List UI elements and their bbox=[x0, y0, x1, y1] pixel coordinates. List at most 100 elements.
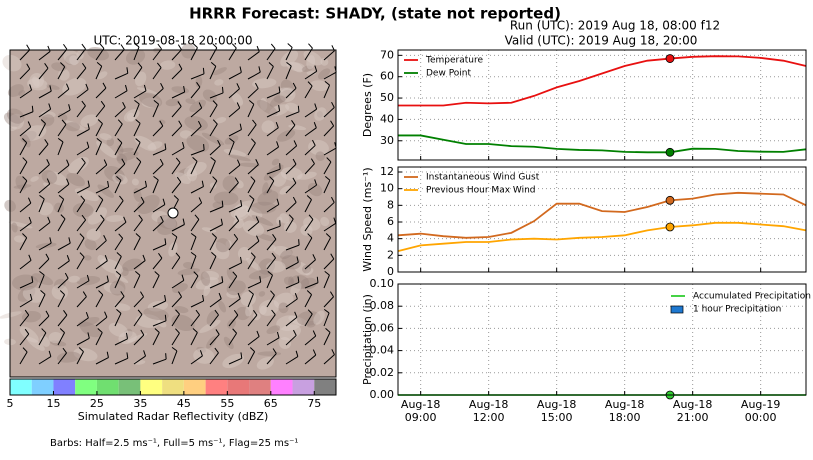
terrain-shade bbox=[134, 135, 157, 152]
wind-barb bbox=[285, 111, 300, 118]
wind-barb bbox=[323, 125, 335, 137]
wind-barb-flag bbox=[46, 159, 50, 165]
wind-barb bbox=[323, 237, 332, 251]
wind-barb-flag bbox=[308, 214, 314, 220]
wind-barb bbox=[228, 262, 242, 270]
wind-barb bbox=[190, 126, 202, 137]
wind-barb bbox=[190, 314, 200, 327]
terrain-shade bbox=[50, 340, 67, 347]
wind-barb-flag bbox=[29, 84, 33, 91]
wind-barb bbox=[38, 356, 52, 365]
wind-barb-flag bbox=[192, 43, 198, 48]
wind-barb-flag bbox=[66, 159, 70, 166]
terrain-shade bbox=[185, 98, 196, 105]
wind-barb bbox=[95, 294, 104, 308]
wind-barb bbox=[209, 314, 219, 327]
colorbar-cell bbox=[31, 379, 54, 395]
wind-barb-flag bbox=[59, 290, 65, 296]
wind-barb bbox=[133, 314, 143, 327]
wind-barb-flag bbox=[211, 252, 217, 257]
wind-barb bbox=[57, 314, 68, 327]
wind-barb bbox=[323, 202, 335, 213]
colorbar-cell bbox=[53, 379, 76, 395]
wind-barb-flag bbox=[81, 157, 86, 164]
wind-barb-flag bbox=[326, 157, 332, 163]
wind-barb-flag bbox=[178, 291, 182, 298]
wind-barb-flag bbox=[276, 331, 280, 338]
wind-barb-flag bbox=[133, 42, 140, 48]
wind-barb bbox=[114, 256, 122, 270]
wind-barb bbox=[285, 124, 296, 137]
wind-barb-flag bbox=[232, 328, 237, 334]
wind-barb bbox=[266, 127, 279, 137]
terrain-shade bbox=[116, 145, 124, 156]
wind-barb-flag bbox=[215, 329, 220, 335]
wind-barb-flag bbox=[221, 86, 224, 93]
wind-barb bbox=[228, 182, 239, 194]
wind-barb-flag bbox=[162, 198, 166, 205]
wind-barb-flag bbox=[314, 179, 318, 186]
legend-label: Instantaneous Wind Gust bbox=[426, 173, 540, 183]
wind-barb-flag bbox=[116, 176, 122, 181]
wind-barb bbox=[38, 51, 51, 61]
terrain-shade bbox=[103, 282, 125, 294]
terrain-shade bbox=[133, 188, 142, 202]
terrain-shade bbox=[122, 258, 142, 272]
terrain-shade bbox=[22, 287, 45, 303]
terrain-shade bbox=[203, 282, 212, 297]
terrain-shade bbox=[105, 215, 125, 222]
colorbar-cell bbox=[140, 379, 163, 395]
terrain-shade bbox=[79, 321, 101, 338]
legend-label: Temperature bbox=[425, 56, 483, 66]
wind-barb bbox=[228, 276, 238, 289]
wind-barb bbox=[152, 103, 160, 118]
wind-barb bbox=[76, 105, 86, 118]
series-line bbox=[397, 221, 807, 253]
terrain-shade bbox=[212, 201, 223, 209]
terrain-shade bbox=[280, 167, 303, 181]
wind-barb bbox=[95, 105, 106, 118]
wind-barb bbox=[304, 259, 316, 270]
wind-barb bbox=[247, 51, 260, 61]
wind-barb-flag bbox=[159, 158, 164, 165]
colorbar-cell bbox=[183, 379, 206, 395]
wind-barb bbox=[209, 237, 217, 251]
terrain-shade bbox=[65, 120, 86, 131]
panel-frame bbox=[397, 49, 807, 161]
map-title: UTC: 2019-08-18 20:00:00 bbox=[93, 34, 252, 48]
wind-barb-flag bbox=[40, 290, 46, 295]
wind-barb bbox=[171, 332, 180, 346]
wind-barb bbox=[133, 123, 141, 137]
terrain-shade bbox=[138, 92, 163, 108]
wind-barb-flag bbox=[268, 62, 274, 67]
wind-barb-flag bbox=[294, 311, 298, 318]
wind-barb bbox=[57, 332, 65, 346]
terrain-shade bbox=[306, 320, 316, 328]
wind-barb bbox=[19, 49, 31, 61]
wind-barb bbox=[209, 180, 218, 194]
wind-barb-flag bbox=[22, 138, 28, 144]
colorbar-cell bbox=[10, 379, 32, 395]
terrain-shade bbox=[201, 227, 217, 233]
terrain-shade bbox=[13, 184, 32, 189]
terrain-shade bbox=[86, 228, 101, 241]
wind-barb-flag bbox=[307, 309, 313, 315]
wind-barb bbox=[209, 298, 222, 308]
terrain-shade bbox=[196, 346, 207, 353]
terrain-shade bbox=[62, 77, 87, 96]
wind-barb-flag bbox=[118, 233, 124, 239]
wind-barb bbox=[247, 293, 254, 308]
wind-barb-flag bbox=[107, 180, 110, 188]
wind-barb bbox=[133, 260, 146, 270]
wind-barb-flag bbox=[99, 43, 105, 49]
terrain-shade bbox=[215, 238, 230, 253]
x-tick-label: Aug-18 15:00 bbox=[536, 398, 577, 424]
wind-barb bbox=[190, 86, 201, 99]
wind-barb bbox=[323, 107, 335, 118]
wind-barb-flag bbox=[164, 143, 167, 150]
wind-barb-flag bbox=[154, 328, 160, 333]
colorbar-tick-label: 75 bbox=[307, 397, 321, 410]
terrain-shade bbox=[306, 70, 317, 76]
y-tick-label: 10 bbox=[380, 182, 394, 195]
terrain-shade bbox=[123, 328, 133, 339]
